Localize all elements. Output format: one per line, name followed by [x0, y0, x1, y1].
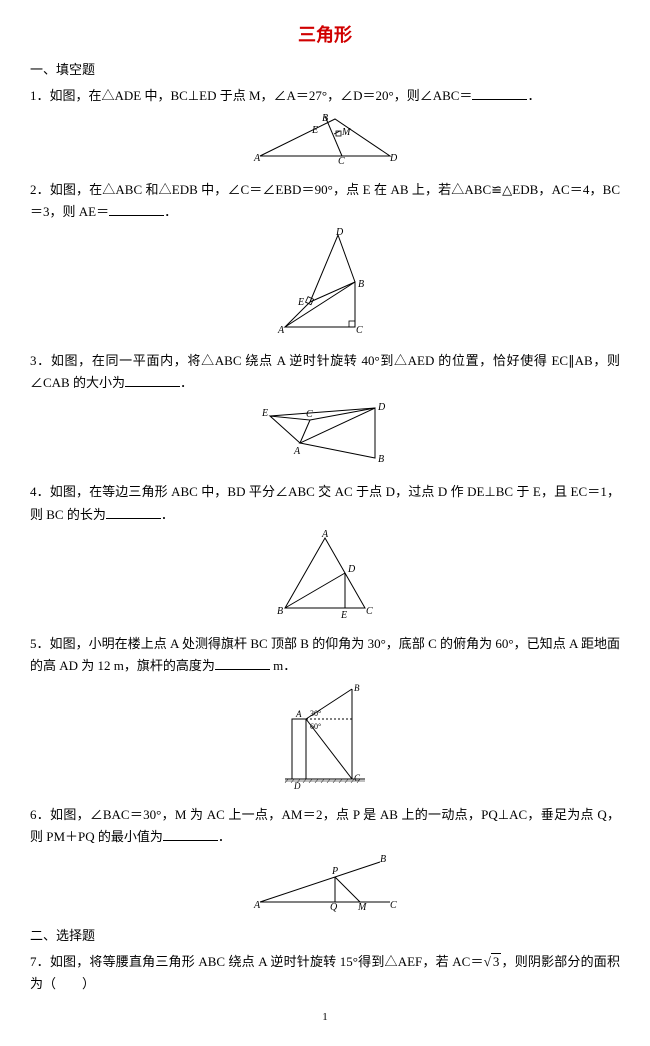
problem-3-text: 3．如图，在同一平面内，将△ABC 绕点 A 逆时针旋转 40°到△AED 的位…	[30, 353, 620, 390]
label-P: P	[331, 866, 338, 877]
label-B: B	[378, 454, 384, 465]
problem-7-text-a: 7．如图，将等腰直角三角形 ABC 绕点 A 逆时针旋转 15°得到△AEF，若…	[30, 954, 484, 969]
page-number: 1	[30, 1008, 620, 1027]
label-A: A	[321, 530, 329, 540]
section-1-label: 一、填空题	[30, 59, 620, 81]
label-C: C	[356, 325, 363, 336]
label-D: D	[293, 781, 301, 791]
problem-2: 2．如图，在△ABC 和△EDB 中，∠C＝∠EBD＝90°，点 E 在 AB …	[30, 179, 620, 223]
figure-6: A B C M P Q	[30, 852, 620, 919]
label-A: A	[277, 325, 285, 336]
problem-3: 3．如图，在同一平面内，将△ABC 绕点 A 逆时针旋转 40°到△AED 的位…	[30, 350, 620, 394]
figure-4: A B C D E	[30, 530, 620, 627]
problem-1-end: ．	[527, 88, 540, 103]
label-ang1: 30°	[310, 709, 321, 718]
blank	[163, 827, 218, 841]
label-B: B	[380, 854, 386, 865]
label-D: D	[389, 153, 398, 164]
problem-6-end: ．	[218, 829, 231, 844]
blank	[472, 86, 527, 100]
blank	[215, 656, 270, 670]
problem-7: 7．如图，将等腰直角三角形 ABC 绕点 A 逆时针旋转 15°得到△AEF，若…	[30, 951, 620, 995]
label-B: B	[322, 113, 328, 124]
label-M: M	[341, 127, 351, 138]
figure-1: A B C D E M	[30, 111, 620, 173]
label-D: D	[347, 564, 356, 575]
label-A: A	[253, 900, 261, 911]
label-C: C	[390, 900, 397, 911]
section-2-label: 二、选择题	[30, 925, 620, 947]
problem-1-text: 1．如图，在△ADE 中，BC⊥ED 于点 M，∠A＝27°，∠D＝20°，则∠…	[30, 88, 472, 103]
problem-2-end: ．	[164, 204, 177, 219]
sqrt-icon: 3	[484, 951, 502, 973]
label-E: E	[261, 408, 268, 419]
label-A: A	[295, 709, 302, 719]
blank	[125, 373, 180, 387]
figure-5: A B C D 30° 60°	[30, 681, 620, 798]
label-C: C	[366, 606, 373, 617]
label-E: E	[297, 297, 304, 308]
label-A: A	[253, 153, 261, 164]
figure-3: A B C D E	[30, 398, 620, 475]
label-B: B	[354, 683, 360, 693]
label-E: E	[340, 610, 347, 620]
label-C: C	[338, 156, 345, 166]
label-M: M	[357, 902, 367, 912]
problem-3-end: ．	[180, 375, 193, 390]
blank	[106, 505, 161, 519]
label-C: C	[306, 409, 313, 420]
problem-1: 1．如图，在△ADE 中，BC⊥ED 于点 M，∠A＝27°，∠D＝20°，则∠…	[30, 85, 620, 107]
label-C: C	[354, 773, 361, 783]
problem-4: 4．如图，在等边三角形 ABC 中，BD 平分∠ABC 交 AC 于点 D，过点…	[30, 481, 620, 525]
label-B: B	[358, 279, 364, 290]
label-Q: Q	[330, 902, 338, 912]
label-D: D	[335, 227, 344, 238]
problem-5: 5．如图，小明在楼上点 A 处测得旗杆 BC 顶部 B 的仰角为 30°，底部 …	[30, 633, 620, 677]
label-ang2: 60°	[310, 722, 321, 731]
problem-5-text: 5．如图，小明在楼上点 A 处测得旗杆 BC 顶部 B 的仰角为 30°，底部 …	[30, 636, 620, 673]
page-title: 三角形	[30, 20, 620, 51]
label-D: D	[377, 402, 386, 413]
sqrt-radicand: 3	[491, 953, 502, 969]
problem-4-end: ．	[161, 507, 174, 522]
label-A: A	[293, 446, 301, 457]
blank	[109, 202, 164, 216]
problem-6-text: 6．如图，∠BAC＝30°，M 为 AC 上一点，AM＝2，点 P 是 AB 上…	[30, 807, 620, 844]
figure-2: A B C D E	[30, 227, 620, 344]
label-E: E	[311, 125, 318, 136]
problem-6: 6．如图，∠BAC＝30°，M 为 AC 上一点，AM＝2，点 P 是 AB 上…	[30, 804, 620, 848]
problem-5-end: m．	[270, 658, 296, 673]
label-B: B	[277, 606, 283, 617]
